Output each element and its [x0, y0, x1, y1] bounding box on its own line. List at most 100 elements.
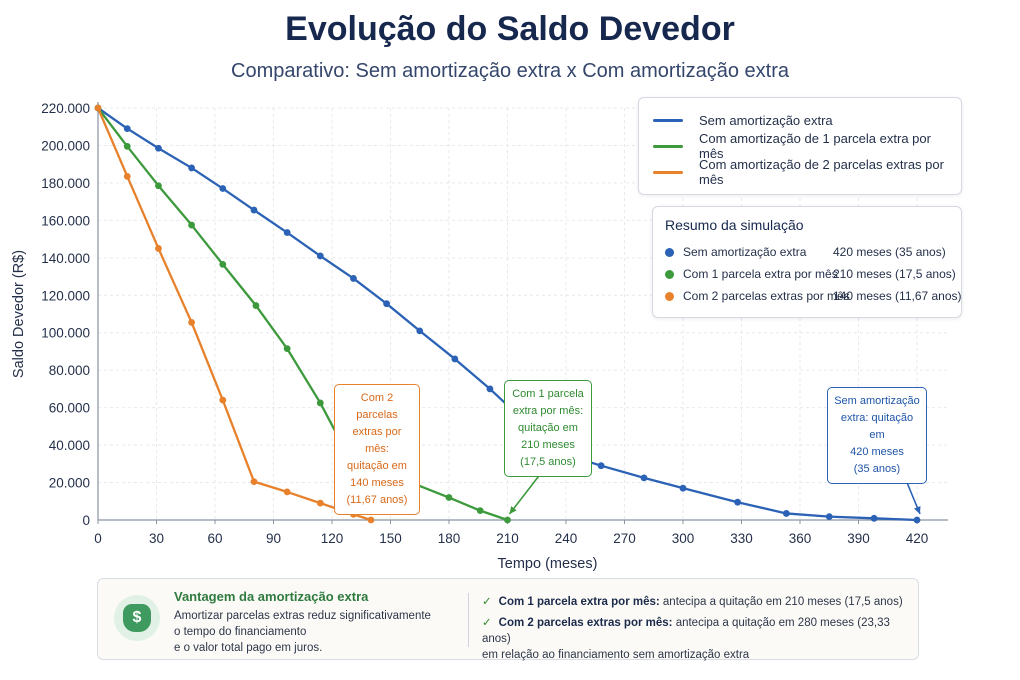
y-tick-label: 40.000	[49, 438, 90, 453]
data-point	[219, 185, 227, 192]
data-point	[252, 302, 260, 309]
x-tick-label: 30	[149, 531, 164, 546]
x-tick-label: 120	[321, 531, 344, 546]
annotation-line: (17,5 anos)	[520, 456, 576, 468]
legend-line-blue	[653, 118, 683, 122]
data-point	[283, 488, 291, 496]
legend-line-orange	[653, 170, 683, 174]
summary-name: Sem amortização extra	[683, 245, 807, 259]
x-axis-label: Tempo (meses)	[498, 556, 598, 572]
legend-label: Com amortização de 2 parcelas extras por…	[699, 157, 944, 187]
data-point	[350, 275, 357, 282]
summary-name: Com 2 parcelas extras por mês	[683, 289, 850, 303]
data-point	[283, 229, 291, 236]
legend-label: Com amortização de 1 parcela extra por m…	[699, 131, 931, 161]
benefit-text: antecipa a quitação em 280 meses (23,33 …	[482, 617, 890, 645]
summary-value: 140 meses (11,67 anos)	[833, 289, 962, 303]
summary-title: Resumo da simulação	[665, 217, 804, 233]
data-point	[155, 182, 162, 190]
check-icon: ✓	[482, 617, 492, 629]
advantage-panel: $ Vantagem da amortização extra Amortiza…	[97, 578, 919, 663]
annotation-line: Com 2 parcelas	[356, 392, 398, 421]
data-point	[640, 474, 648, 482]
y-tick-label: 160.000	[41, 213, 90, 228]
y-tick-label: 0	[82, 513, 90, 528]
y-tick-label: 200.000	[41, 138, 90, 153]
data-point	[94, 104, 102, 112]
series-line-2	[96, 107, 372, 522]
data-point	[188, 221, 196, 229]
benefit-2-parcelas: ✓ Com 2 parcelas extras por mês: antecipa…	[482, 615, 918, 663]
data-point	[734, 498, 741, 506]
data-point	[597, 462, 605, 470]
series-line-1	[97, 107, 508, 522]
annotation-line: extra por mês:	[512, 405, 584, 417]
chart-subtitle: Comparativo: Sem amortização extra x Com…	[231, 60, 789, 82]
summary-name: Com 1 parcela extra por mês	[683, 267, 838, 281]
annotation-line: quitação em	[518, 422, 578, 434]
data-point	[123, 142, 131, 150]
data-point	[825, 513, 833, 521]
data-point	[367, 516, 375, 524]
green-dot-icon	[665, 269, 674, 279]
advantage-title: Vantagem da amortização extra	[174, 589, 369, 604]
x-tick-label: 60	[207, 531, 222, 546]
data-point	[383, 300, 390, 308]
annotation-line: (35 anos)	[853, 463, 901, 475]
summary-value: 420 meses (35 anos)	[833, 245, 946, 259]
x-tick-label: 240	[555, 531, 578, 546]
y-tick-label: 140.000	[41, 251, 90, 266]
y-tick-label: 100.000	[41, 326, 90, 341]
data-point	[476, 507, 484, 515]
annotation-arrowhead	[509, 506, 517, 514]
legend-item-2-parcelas: Com amortização de 2 parcelas extras por…	[653, 157, 947, 187]
data-point	[679, 484, 687, 492]
annotation-2-parcelas: Com 2 parcelas extras por mês: quitação …	[334, 384, 420, 515]
x-tick-label: 0	[94, 531, 102, 546]
data-point	[188, 164, 196, 172]
data-point	[219, 396, 227, 404]
y-tick-label: 220.000	[41, 101, 90, 116]
summary-row: Com 1 parcela extra por mês 210 meses (1…	[665, 263, 956, 285]
annotation-sem-amortizacao: Sem amortização extra: quitação em 420 m…	[827, 387, 927, 484]
data-point	[250, 206, 258, 214]
data-point	[155, 245, 162, 252]
legend-item-sem-amortizacao: Sem amortização extra	[653, 107, 947, 133]
simulation-summary: Resumo da simulação Sem amortização extr…	[652, 206, 962, 318]
chart-legend: Sem amortização extra Com amortização de…	[638, 97, 962, 195]
data-point	[188, 319, 196, 326]
orange-dot-icon	[665, 291, 674, 301]
annotation-line: 420 meses	[850, 446, 904, 458]
data-point	[445, 494, 453, 501]
dollar-sign-icon: $	[123, 604, 151, 632]
annotation-line: Sem amortização	[834, 395, 920, 407]
chart-title: Evolução do Saldo Devedor	[285, 10, 735, 48]
data-point	[451, 355, 459, 363]
advantage-text-line: e o valor total pago em juros.	[174, 642, 323, 654]
data-point	[123, 172, 131, 180]
x-tick-label: 90	[266, 531, 281, 546]
x-tick-label: 270	[613, 531, 636, 546]
y-tick-label: 20.000	[49, 476, 90, 491]
blue-dot-icon	[665, 247, 674, 257]
check-icon: ✓	[482, 596, 492, 608]
summary-row: Sem amortização extra 420 meses (35 anos…	[665, 241, 949, 263]
annotation-1-parcela: Com 1 parcela extra por mês: quitação em…	[504, 380, 592, 477]
data-point	[870, 514, 878, 522]
data-point	[123, 125, 131, 132]
data-point	[782, 510, 790, 517]
divider	[468, 593, 469, 647]
advantage-text: Amortizar parcelas extras reduz signific…	[174, 608, 431, 656]
x-tick-label: 180	[438, 531, 461, 546]
legend-item-1-parcela: Com amortização de 1 parcela extra por m…	[653, 131, 947, 161]
data-point	[316, 252, 324, 260]
annotation-line: quitação em	[347, 460, 407, 472]
advantage-text-line: o tempo do financiamento	[174, 626, 307, 638]
data-point	[283, 345, 291, 353]
x-tick-label: 150	[379, 531, 402, 546]
annotation-line: Com 1 parcela	[512, 388, 584, 400]
x-tick-label: 210	[496, 531, 519, 546]
data-point	[250, 478, 258, 486]
data-point	[486, 385, 494, 393]
summary-value: 210 meses (17,5 anos)	[833, 267, 956, 281]
